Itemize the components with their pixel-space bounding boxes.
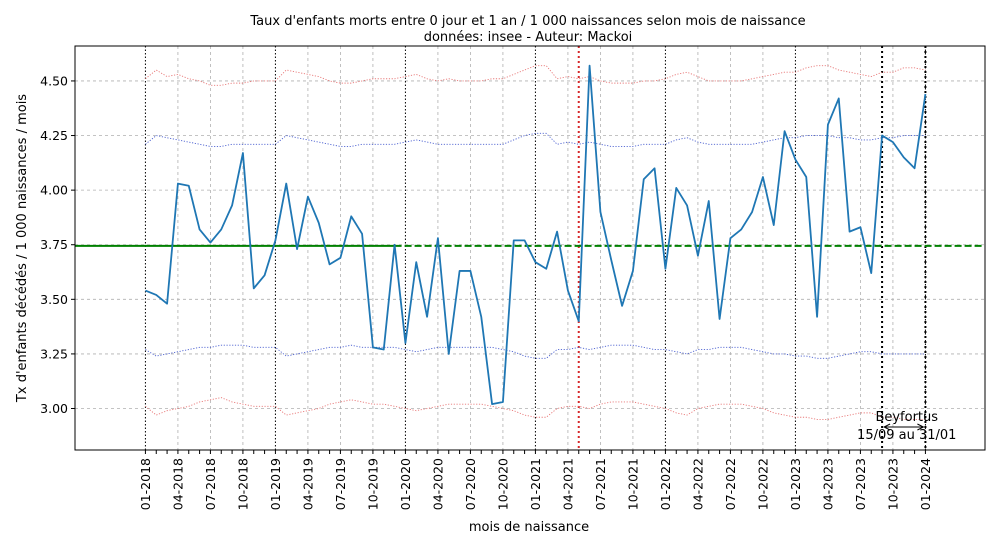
x-tick-label: 01-2019 [268, 458, 283, 510]
y-axis-label: Tx d'enfants décédés / 1 000 naissances … [15, 94, 30, 403]
plot-frame [74, 45, 986, 451]
x-tick-label: 01-2023 [788, 458, 803, 510]
x-tick-label: 10-2019 [365, 458, 380, 510]
x-tick-label: 01-2024 [918, 458, 933, 510]
chart-subtitle: données: insee - Auteur: Mackoi [424, 30, 633, 45]
y-tick-label: 4.00 [40, 183, 68, 198]
x-tick-label: 04-2019 [300, 458, 315, 510]
x-tick-label: 04-2023 [820, 458, 835, 510]
chart-title: Taux d'enfants morts entre 0 jour et 1 a… [249, 14, 805, 29]
y-tick-label: 4.25 [40, 128, 68, 143]
x-tick-label: 07-2022 [723, 458, 738, 510]
x-tick-label: 01-2018 [138, 458, 153, 510]
x-tick-label: 01-2022 [658, 458, 673, 510]
y-tick-label: 3.00 [40, 401, 68, 416]
x-tick-label: 04-2018 [170, 458, 185, 510]
beyfortus-annotation: Beyfortus 15/09 au 31/01 [857, 410, 956, 443]
annotation-label-1: Beyfortus [875, 410, 938, 425]
x-tick-label: 01-2020 [398, 458, 413, 510]
x-tick-label: 07-2020 [463, 458, 478, 510]
x-tick-label: 07-2019 [333, 458, 348, 510]
band-line [145, 397, 926, 420]
series-line [145, 64, 927, 406]
annotation-arrowhead-left [882, 423, 891, 431]
band-line [145, 344, 926, 359]
x-tick-label: 04-2021 [560, 458, 575, 510]
x-tick-label: 10-2020 [495, 458, 510, 510]
x-tick-label: 07-2021 [593, 458, 608, 510]
axes: 3.00 3.25 3.50 3.75 4.00 4.25 4.50 01-2018 04-20… [40, 73, 933, 510]
main-series [145, 64, 927, 406]
annotation-label-2: 15/09 au 31/01 [857, 428, 956, 443]
y-tick-label: 3.25 [40, 346, 68, 361]
vertical-markers [577, 46, 927, 450]
band-line [145, 132, 926, 147]
x-tick-label: 10-2021 [625, 458, 640, 510]
annotation-arrowhead-right [917, 423, 925, 431]
x-tick-label: 07-2023 [853, 458, 868, 510]
x-tick-label: 07-2018 [203, 458, 218, 510]
y-tick-label: 3.50 [40, 292, 68, 307]
x-tick-label: 10-2023 [885, 458, 900, 510]
x-tick-label: 04-2020 [430, 458, 445, 510]
confidence-bands [145, 65, 926, 420]
y-tick-label: 4.50 [40, 73, 68, 88]
x-tick-label: 10-2022 [755, 458, 770, 510]
x-tick-label: 01-2021 [528, 458, 543, 510]
band-line [145, 65, 926, 86]
grid-layer [75, 46, 985, 450]
x-tick-label: 04-2022 [690, 458, 705, 510]
y-tick-label: 3.75 [40, 237, 68, 252]
x-axis-label: mois de naissance [469, 520, 589, 535]
x-tick-label: 10-2018 [235, 458, 250, 510]
